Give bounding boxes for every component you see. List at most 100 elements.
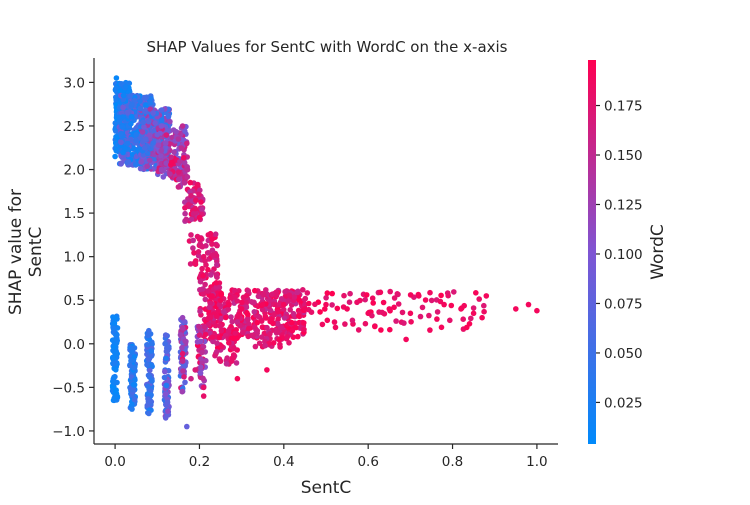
data-point [200,273,206,279]
data-point [254,330,260,337]
data-point [178,145,185,151]
data-point [294,289,301,296]
data-point [213,284,220,290]
data-point [162,140,169,147]
data-point [122,145,128,151]
data-point [177,158,183,165]
data-point [252,287,258,294]
data-point [355,327,362,333]
data-point [207,314,214,321]
data-point [451,289,457,295]
data-point [180,368,186,374]
data-point [212,322,219,329]
data-point [145,356,152,363]
data-point [291,294,298,300]
data-point [193,197,199,204]
data-point [147,100,153,106]
data-point [244,310,250,316]
data-point [301,320,307,326]
data-point [129,113,135,120]
data-point [284,334,291,340]
data-point [158,123,165,129]
data-point [401,320,407,326]
data-point [393,318,399,324]
data-point [458,306,464,312]
data-point [225,328,232,334]
data-point [200,286,206,292]
data-point [470,310,477,317]
data-point [365,310,372,317]
data-point [399,309,406,316]
data-point [232,287,238,294]
data-point [460,316,467,323]
data-point [182,379,188,386]
y-tick-label: −1.0 [52,424,85,440]
data-point [213,280,220,286]
data-point [377,289,384,296]
data-point [145,332,151,339]
data-point [152,120,158,126]
data-point [158,152,164,159]
data-point [332,324,339,331]
data-point [205,250,212,256]
y-tick-label: 0.5 [64,293,85,309]
data-point [395,301,402,307]
data-point [391,304,397,311]
data-point [437,298,444,305]
data-point [112,153,118,160]
data-point [308,309,315,316]
data-point [223,361,230,367]
data-point [196,214,203,221]
data-point [133,162,139,168]
y-tick-label: 1.5 [64,206,85,222]
data-point [214,340,220,347]
data-point [129,406,135,412]
data-point [245,333,251,340]
data-point [143,102,149,109]
data-point [267,307,274,314]
data-point [274,320,281,327]
data-point [232,294,238,300]
data-point [293,324,299,331]
colorbar-tick-label: 0.075 [604,296,643,312]
data-point [122,84,129,90]
data-point [276,336,283,343]
x-tick-label: 0.4 [273,454,294,470]
data-point [168,154,174,160]
data-point [426,312,432,319]
data-point [427,327,433,333]
data-point [251,323,258,330]
data-point [386,306,393,312]
data-point [199,206,205,213]
x-axis-label: SentC [301,478,352,498]
data-point [147,367,153,374]
data-point [208,272,214,278]
data-point [306,300,312,307]
data-point [154,131,161,138]
data-point [331,319,338,325]
data-point [262,338,268,345]
x-tick-label: 0.6 [357,454,378,470]
data-point [362,320,369,327]
data-point [146,410,152,417]
data-point [162,391,169,397]
data-point [163,132,170,138]
data-point [177,332,184,338]
data-point [195,249,202,255]
data-point [199,349,205,356]
data-point [131,396,138,403]
data-point [438,292,444,299]
data-point [387,288,394,295]
data-point [149,378,155,384]
y-axis-ticks: −1.0 −0.5 0.0 0.5 1.0 1.5 2.0 2.5 3.0 [52,75,94,440]
data-point [124,109,131,116]
data-point [190,237,196,244]
data-point [277,344,283,350]
data-point [215,308,222,314]
data-point [165,408,171,414]
data-point [434,316,440,322]
data-point [378,327,384,333]
data-point [165,113,172,120]
data-point [112,393,118,399]
